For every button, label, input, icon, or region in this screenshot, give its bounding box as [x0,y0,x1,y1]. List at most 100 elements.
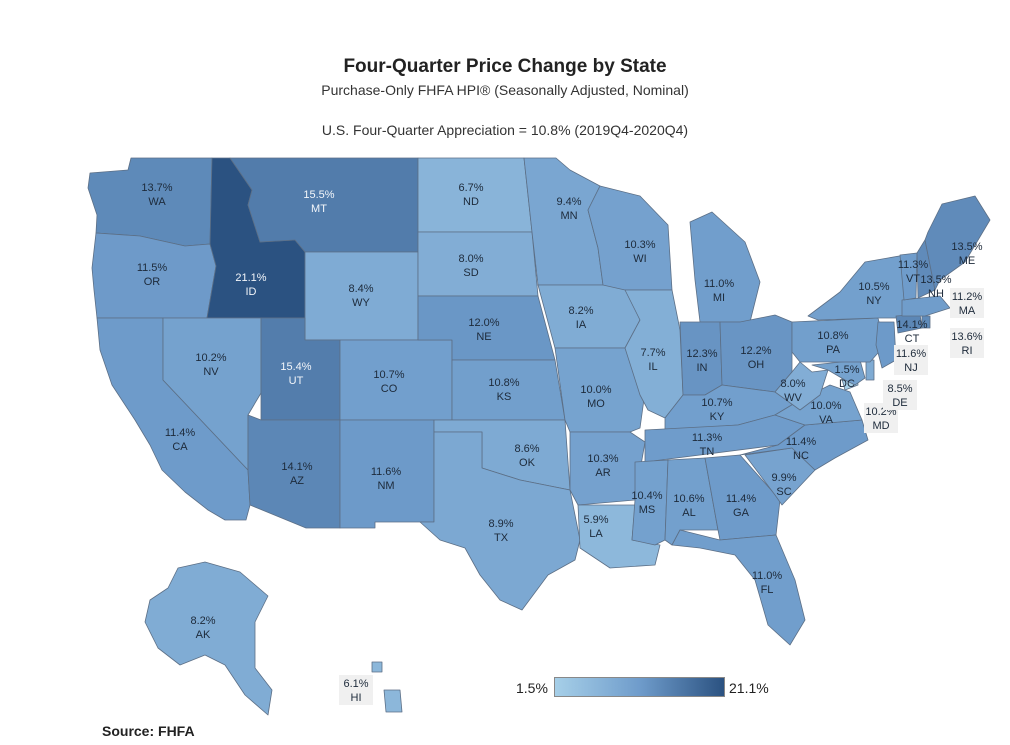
state-label-ga: 11.4% GA [726,493,757,519]
us-appreciation-text: U.S. Four-Quarter Appreciation = 10.8% (… [321,122,689,138]
state-ri[interactable] [921,315,931,329]
state-label-wy: 8.4% WY [348,283,373,309]
state-value: 11.6% [371,466,402,478]
state-abbr: MA [959,305,976,317]
state-wy[interactable] [304,251,419,341]
state-abbr: ME [959,255,976,267]
state-abbr: MI [713,292,725,304]
state-label-nd: 6.7% ND [458,182,483,208]
state-value: 7.7% [640,347,665,359]
state-label-ut: 15.4% UT [280,361,311,387]
state-value: 1.5% [834,364,859,376]
state-label-nm: 11.6% NM [371,466,402,492]
state-label-la: 5.9% LA [583,514,608,540]
state-nd[interactable] [417,157,533,233]
state-label-ak: 8.2% AK [190,615,215,641]
state-abbr: CO [381,383,398,395]
state-value: 8.4% [348,283,373,295]
state-label-nh: 13.5% NH [920,274,951,300]
state-label-ms: 10.4% MS [631,490,662,516]
state-me[interactable] [924,195,991,291]
state-label-fl: 11.0% FL [752,570,783,596]
state-fl[interactable] [671,529,806,646]
state-ma[interactable] [901,295,951,317]
state-label-wv: 8.0% WV [780,378,805,404]
state-value: 11.4% [726,493,757,505]
state-value: 8.9% [488,518,513,530]
state-value: 6.1% [343,678,368,690]
map-title: Four-Quarter Price Change by State [343,56,667,77]
state-value: 11.0% [752,570,783,582]
state-value: 10.7% [373,369,404,381]
state-abbr: MD [872,420,889,432]
state-label-ri: 13.6% RI [950,328,984,358]
state-abbr: NV [203,366,219,378]
state-tx[interactable] [419,431,581,611]
source-note: Source: FHFA [102,723,195,739]
state-value: 9.4% [556,196,581,208]
state-abbr: KY [710,411,725,423]
state-label-pa: 10.8% PA [817,330,848,356]
state-label-id: 21.1% ID [235,272,266,298]
state-abbr: SD [463,267,478,279]
state-nc[interactable] [739,419,869,471]
state-value: 10.3% [624,239,655,251]
state-label-ca: 11.4% CA [165,427,196,453]
state-value: 8.0% [458,253,483,265]
state-label-ne: 12.0% NE [468,317,499,343]
state-vt[interactable] [899,252,918,301]
state-ks[interactable] [451,359,566,421]
state-abbr: AK [196,629,211,641]
state-abbr: TN [700,446,715,458]
state-il[interactable] [624,289,684,419]
state-ms[interactable] [631,459,669,546]
state-abbr: NH [928,288,944,300]
state-abbr: MN [560,210,577,222]
state-abbr: NM [377,480,394,492]
state-value: 8.5% [887,383,912,395]
state-abbr: DE [892,397,907,409]
state-abbr: MS [639,504,656,516]
state-abbr: KS [497,391,512,403]
state-de[interactable] [865,359,875,381]
state-value: 10.8% [817,330,848,342]
state-label-or: 11.5% OR [137,262,168,288]
state-value: 11.0% [704,278,735,290]
state-label-mi: 11.0% MI [704,278,735,304]
state-mi[interactable] [689,211,761,323]
state-value: 11.6% [896,348,927,360]
state-nj[interactable] [875,321,897,369]
state-abbr: TX [494,532,509,544]
state-abbr: WA [148,196,166,208]
state-ak[interactable] [144,561,273,716]
state-label-me: 13.5% ME [951,241,982,267]
state-value: 11.4% [786,436,817,448]
state-label-tx: 8.9% TX [488,518,513,544]
state-label-ky: 10.7% KY [701,397,732,423]
state-abbr: PA [826,344,841,356]
state-value: 8.6% [514,443,539,455]
state-value: 10.7% [701,397,732,409]
state-value: 21.1% [235,272,266,284]
state-label-ar: 10.3% AR [587,453,618,479]
state-label-mo: 10.0% MO [580,384,611,410]
state-abbr: RI [962,345,973,357]
state-abbr: NC [793,450,809,462]
state-value: 11.4% [165,427,196,439]
state-label-il: 7.7% IL [640,347,665,373]
legend-min-label: 1.5% [516,680,548,696]
state-value: 8.2% [568,305,593,317]
state-value: 11.3% [692,432,723,444]
legend-max-label: 21.1% [729,680,769,696]
state-abbr: MO [587,398,605,410]
state-abbr: IL [648,361,657,373]
state-label-mn: 9.4% MN [556,196,581,222]
state-abbr: AL [682,507,695,519]
state-label-al: 10.6% AL [673,493,704,519]
state-value: 8.0% [780,378,805,390]
state-hi[interactable] [371,661,403,713]
state-wv[interactable] [774,361,829,411]
state-abbr: OH [748,359,765,371]
state-abbr: CT [905,333,920,345]
